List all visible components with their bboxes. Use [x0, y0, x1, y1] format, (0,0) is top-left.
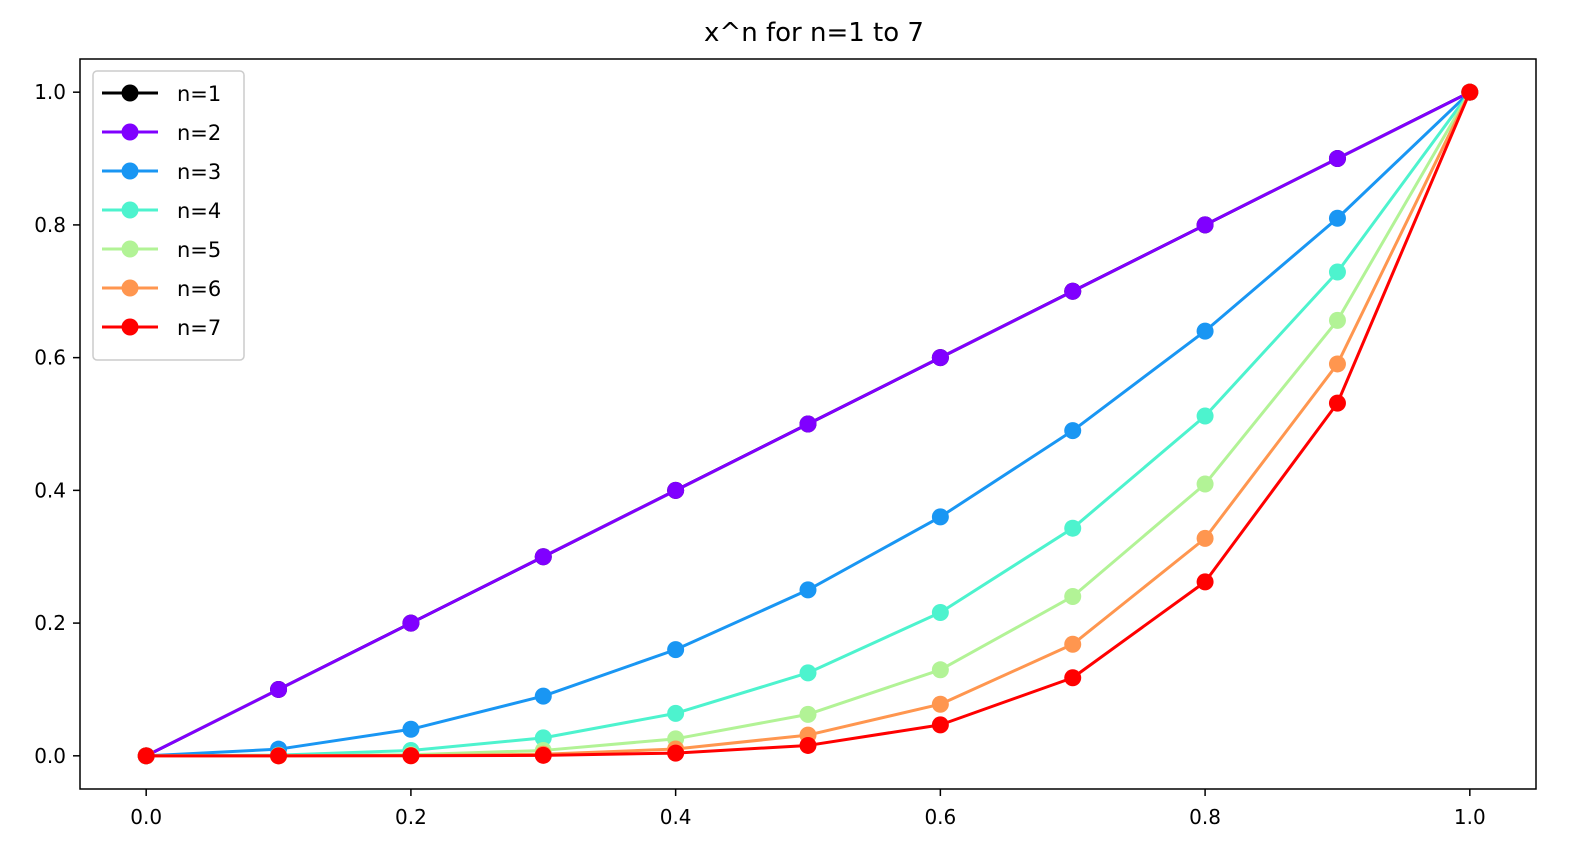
legend-marker — [121, 162, 139, 180]
legend-label: n=5 — [177, 238, 221, 262]
legend-item: n=6 — [102, 277, 221, 301]
data-point — [1328, 209, 1346, 227]
chart-title: x^n for n=1 to 7 — [704, 18, 924, 48]
y-tick-label: 0.2 — [34, 611, 66, 635]
x-tick-label: 0.0 — [130, 805, 162, 829]
data-point — [667, 481, 685, 499]
data-point — [1196, 322, 1214, 340]
data-point — [931, 508, 949, 526]
data-point — [270, 747, 288, 765]
data-point — [799, 736, 817, 754]
data-point — [1328, 394, 1346, 412]
legend-item: n=7 — [102, 316, 221, 340]
legend-label: n=7 — [177, 316, 221, 340]
legend-marker — [121, 201, 139, 219]
data-point — [1064, 282, 1082, 300]
data-point — [799, 415, 817, 433]
data-point — [534, 687, 552, 705]
data-point — [534, 729, 552, 747]
data-point — [667, 704, 685, 722]
x-tick-label: 0.4 — [660, 805, 692, 829]
data-point — [931, 661, 949, 679]
data-point — [799, 705, 817, 723]
data-point — [402, 614, 420, 632]
legend-label: n=4 — [177, 199, 221, 223]
data-point — [270, 680, 288, 698]
data-point — [931, 716, 949, 734]
data-point — [1196, 573, 1214, 591]
series-group — [137, 83, 1479, 765]
y-tick-label: 0.4 — [34, 478, 66, 502]
data-point — [931, 349, 949, 367]
data-point — [137, 747, 155, 765]
data-point — [931, 603, 949, 621]
legend-marker — [121, 84, 139, 102]
legend-item: n=1 — [102, 82, 221, 106]
data-point — [667, 641, 685, 659]
data-point — [1461, 83, 1479, 101]
legend-marker — [121, 279, 139, 297]
data-point — [1328, 263, 1346, 281]
legend-label: n=6 — [177, 277, 221, 301]
series-7 — [137, 83, 1479, 765]
legend-item: n=3 — [102, 160, 221, 184]
data-point — [931, 695, 949, 713]
x-tick-label: 0.6 — [924, 805, 956, 829]
legend-item: n=2 — [102, 121, 221, 145]
x-tick-label: 0.2 — [395, 805, 427, 829]
legend-marker — [121, 123, 139, 141]
data-point — [534, 746, 552, 764]
data-point — [799, 664, 817, 682]
data-point — [1064, 519, 1082, 537]
data-point — [1196, 529, 1214, 547]
axes: 0.0 0.2 0.4 0.6 0.8 1.0 0.0 0.2 0.4 0.6 0.8 1.0 — [34, 80, 1486, 829]
data-point — [1064, 635, 1082, 653]
data-point — [1196, 407, 1214, 425]
data-point — [1328, 355, 1346, 373]
data-point — [1064, 422, 1082, 440]
x-tick-label: 1.0 — [1454, 805, 1486, 829]
data-point — [799, 581, 817, 599]
legend-label: n=3 — [177, 160, 221, 184]
y-tick-label: 0.6 — [34, 346, 66, 370]
legend: n=1 n=2 n=3 n=4 n=5 n=6 n=7 — [92, 70, 245, 361]
legend-marker — [121, 318, 139, 336]
legend-item: n=5 — [102, 238, 221, 262]
plot-area-frame — [79, 58, 1537, 790]
data-point — [667, 744, 685, 762]
data-point — [1064, 587, 1082, 605]
legend-label: n=1 — [177, 82, 221, 106]
legend-label: n=2 — [177, 121, 221, 145]
y-tick-label: 1.0 — [34, 80, 66, 104]
y-tick-label: 0.0 — [34, 744, 66, 768]
legend-marker — [121, 240, 139, 258]
data-point — [402, 747, 420, 765]
data-point — [1196, 475, 1214, 493]
legend-item: n=4 — [102, 199, 221, 223]
data-point — [1196, 216, 1214, 234]
legend-box — [92, 70, 245, 361]
y-tick-label: 0.8 — [34, 213, 66, 237]
data-point — [402, 720, 420, 738]
data-point — [534, 548, 552, 566]
data-point — [1328, 311, 1346, 329]
data-point — [1064, 669, 1082, 687]
data-point — [1328, 150, 1346, 168]
x-tick-label: 0.8 — [1189, 805, 1221, 829]
series-2 — [137, 83, 1479, 765]
